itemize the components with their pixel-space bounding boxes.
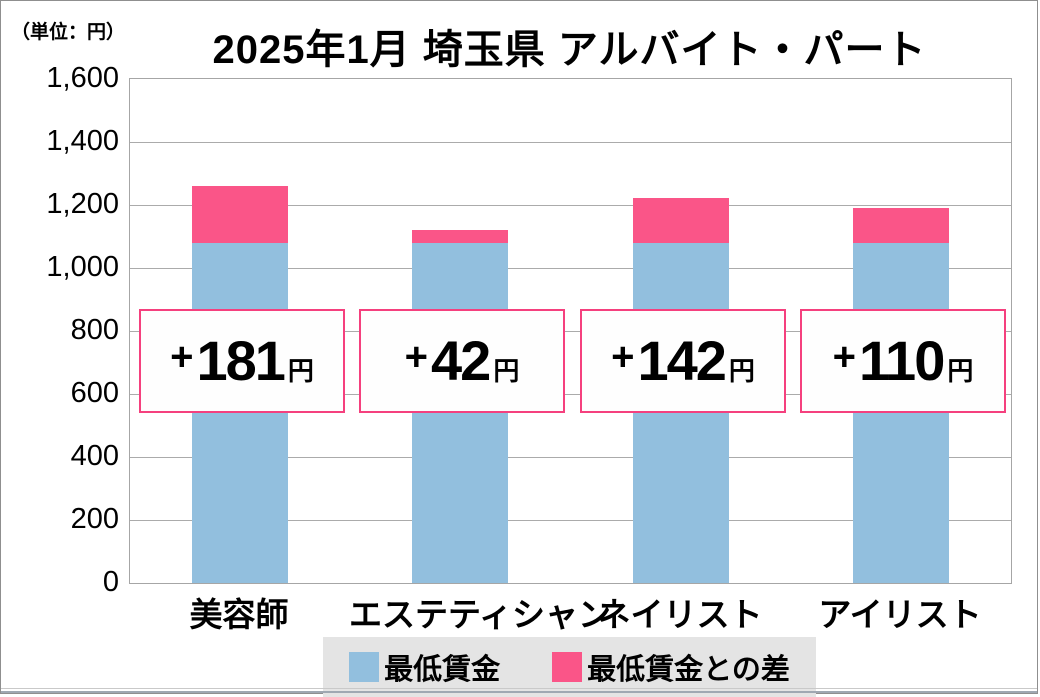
diff-unit: 円	[947, 355, 974, 386]
legend-item: 最低賃金	[349, 646, 500, 688]
y-tick-label: 600	[70, 377, 119, 409]
y-tick-label: 0	[102, 566, 119, 598]
gridline	[130, 142, 1011, 143]
plus-sign: +	[611, 334, 635, 379]
legend-label: 最低賃金との差	[587, 654, 790, 686]
plus-sign: +	[170, 334, 194, 379]
bar-segment-min-wage	[192, 243, 288, 583]
plot-area: +181 円 +42 円 +142 円 +110 円	[129, 78, 1012, 584]
category-label: ネイリスト	[597, 596, 763, 633]
bottom-edge-line	[1, 691, 1037, 693]
y-tick-label: 1,600	[46, 62, 119, 94]
gridline	[130, 268, 1011, 269]
diff-label-box: +181 円	[139, 309, 345, 413]
diff-value: 181	[196, 329, 285, 392]
legend-item: 最低賃金との差	[552, 646, 790, 688]
diff-unit: 円	[493, 355, 520, 386]
diff-value: 142	[637, 329, 726, 392]
diff-unit: 円	[728, 355, 755, 386]
diff-unit: 円	[287, 355, 314, 386]
diff-value: 42	[431, 329, 491, 392]
bar-segment-diff	[853, 208, 949, 243]
diff-value: 110	[859, 329, 945, 392]
y-tick-label: 1,000	[46, 251, 119, 283]
legend-label: 最低賃金	[384, 654, 501, 686]
chart-title: 2025年1月 埼玉県 アルバイト・パート	[212, 28, 927, 72]
plus-sign: +	[832, 334, 856, 379]
bar-segment-diff	[412, 230, 508, 243]
gridline	[130, 331, 1011, 332]
bar-segment-min-wage	[633, 243, 729, 583]
gridline	[130, 457, 1011, 458]
bar-segment-min-wage	[853, 243, 949, 583]
y-tick-label: 400	[70, 440, 119, 472]
bar-segment-diff	[192, 186, 288, 243]
bottom-divider	[1, 688, 1037, 689]
legend-row: 最低賃金 最低賃金との差	[129, 637, 1010, 697]
legend-swatch	[552, 652, 583, 682]
category-label: エステティシャン	[349, 596, 612, 633]
plus-sign: +	[404, 334, 429, 379]
y-tick-label: 800	[70, 314, 119, 346]
category-label: アイリスト	[818, 596, 982, 633]
y-tick-label: 200	[70, 503, 119, 535]
y-tick-label: 1,200	[46, 188, 119, 220]
gridline	[130, 520, 1011, 521]
diff-label-box: +110 円	[800, 309, 1006, 413]
gridline	[130, 205, 1011, 206]
legend-swatch	[349, 652, 380, 682]
unit-label: （単位：円）	[11, 22, 126, 43]
bar-segment-diff	[633, 198, 729, 243]
category-label: 美容師	[189, 596, 289, 633]
bar-segment-min-wage	[412, 243, 508, 583]
diff-label-box: +42 円	[359, 309, 565, 413]
legend: 最低賃金 最低賃金との差	[323, 637, 816, 697]
diff-label-box: +142 円	[580, 309, 786, 413]
y-tick-label: 1,400	[46, 125, 119, 157]
gridline	[130, 394, 1011, 395]
